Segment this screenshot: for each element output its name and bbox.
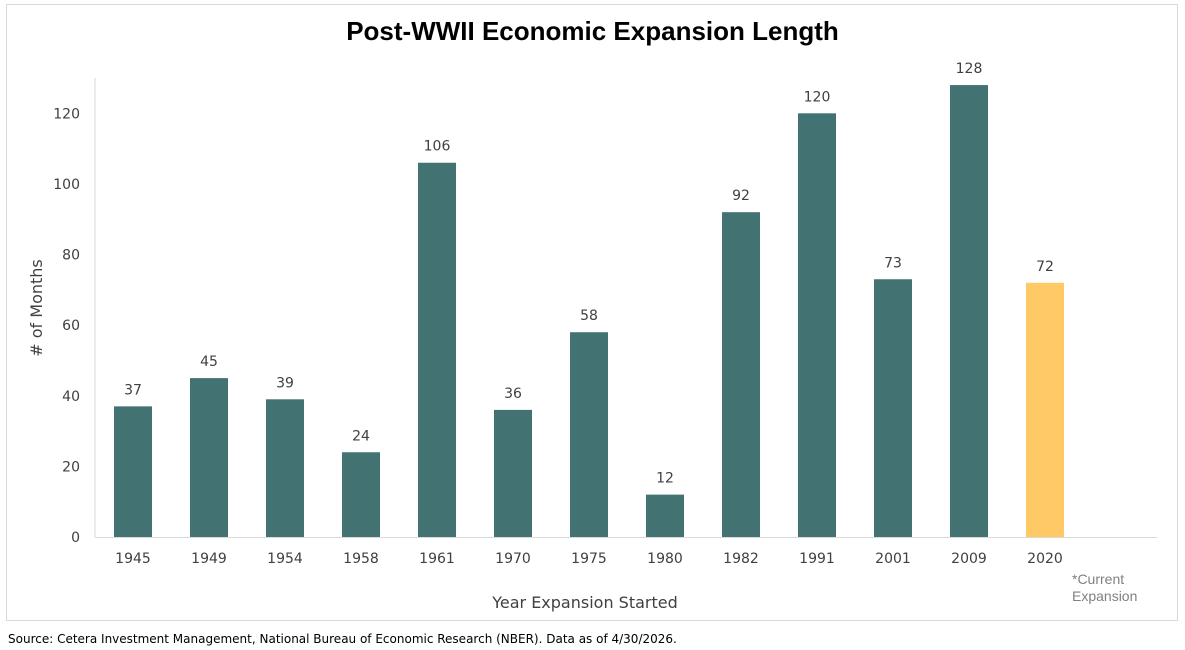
bar bbox=[722, 212, 760, 537]
x-tick-label: 2009 bbox=[951, 551, 987, 567]
bar bbox=[646, 494, 684, 537]
x-axis-title: Year Expansion Started bbox=[491, 593, 678, 612]
x-tick-label: 2020 bbox=[1027, 551, 1063, 567]
y-tick-label: 120 bbox=[53, 106, 80, 122]
bar bbox=[266, 399, 304, 537]
source-note: Source: Cetera Investment Management, Na… bbox=[8, 632, 677, 646]
x-tick-label: 1991 bbox=[799, 551, 835, 567]
data-label: 106 bbox=[424, 139, 451, 155]
data-label: 73 bbox=[884, 255, 902, 271]
current-expansion-note: *Current Expansion bbox=[1072, 571, 1138, 604]
data-label: 72 bbox=[1036, 259, 1054, 275]
data-label: 39 bbox=[276, 375, 294, 391]
data-label: 37 bbox=[124, 382, 142, 398]
bar bbox=[114, 406, 152, 537]
x-tick-label: 1980 bbox=[647, 551, 683, 567]
chart-title: Post-WWII Economic Expansion Length bbox=[346, 16, 839, 46]
bar bbox=[190, 378, 228, 537]
x-tick-label: 1954 bbox=[267, 551, 303, 567]
x-tick-label: 1970 bbox=[495, 551, 531, 567]
chart-bars bbox=[114, 85, 1064, 538]
y-axis-title: # of Months bbox=[27, 259, 46, 356]
bar bbox=[342, 452, 380, 537]
x-tick-label: 1945 bbox=[115, 551, 151, 567]
y-tick-label: 80 bbox=[62, 248, 80, 264]
x-tick-label: 2001 bbox=[875, 551, 911, 567]
x-tick-label: 1961 bbox=[419, 551, 455, 567]
data-label: 92 bbox=[732, 188, 750, 204]
y-tick-label: 60 bbox=[62, 318, 80, 334]
x-tick-label: 1982 bbox=[723, 551, 759, 567]
bar bbox=[874, 279, 912, 537]
bar bbox=[570, 332, 608, 537]
y-tick-label: 40 bbox=[62, 389, 80, 405]
y-tick-label: 100 bbox=[53, 177, 80, 193]
data-label: 24 bbox=[352, 428, 370, 444]
bar bbox=[418, 162, 456, 537]
data-label: 45 bbox=[200, 354, 218, 370]
bar bbox=[798, 113, 836, 538]
x-tick-label: 1958 bbox=[343, 551, 379, 567]
bar bbox=[950, 85, 988, 538]
data-label: 36 bbox=[504, 386, 522, 402]
x-tick-label: 1949 bbox=[191, 551, 227, 567]
y-tick-label: 20 bbox=[62, 459, 80, 475]
bar bbox=[1026, 282, 1064, 537]
bar bbox=[494, 409, 532, 537]
y-tick-label: 0 bbox=[71, 530, 80, 546]
data-label: 58 bbox=[580, 308, 598, 324]
data-label: 120 bbox=[804, 89, 831, 105]
chart-axes: 0 20 40 60 80 100 120 1945 1949 1954 1958 1961 1970 1… bbox=[53, 78, 1157, 567]
x-tick-label: 1975 bbox=[571, 551, 607, 567]
data-label: 128 bbox=[956, 61, 983, 77]
chart-data-labels: 37 45 39 24 106 36 58 12 92 120 73 128 72 bbox=[124, 61, 1054, 487]
data-label: 12 bbox=[656, 471, 674, 487]
